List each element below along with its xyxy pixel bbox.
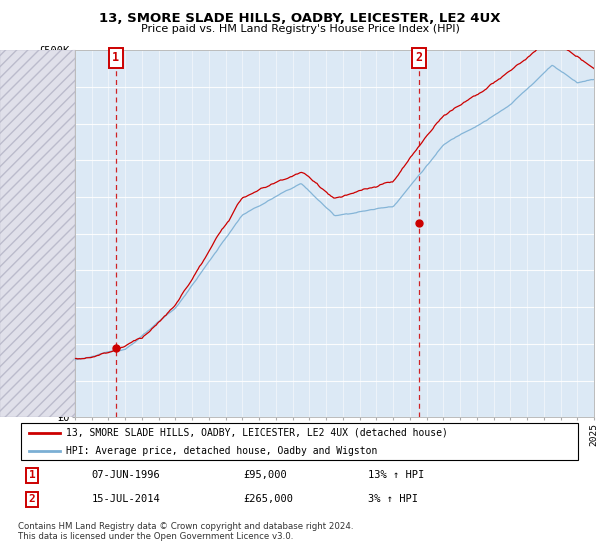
Text: 13% ↑ HPI: 13% ↑ HPI <box>368 470 424 480</box>
Text: 15-JUL-2014: 15-JUL-2014 <box>91 494 160 505</box>
Text: 13, SMORE SLADE HILLS, OADBY, LEICESTER, LE2 4UX (detached house): 13, SMORE SLADE HILLS, OADBY, LEICESTER,… <box>66 428 448 437</box>
Text: Price paid vs. HM Land Registry's House Price Index (HPI): Price paid vs. HM Land Registry's House … <box>140 24 460 34</box>
Text: 2: 2 <box>29 494 35 505</box>
Text: £265,000: £265,000 <box>244 494 293 505</box>
Text: £95,000: £95,000 <box>244 470 287 480</box>
Text: 13, SMORE SLADE HILLS, OADBY, LEICESTER, LE2 4UX: 13, SMORE SLADE HILLS, OADBY, LEICESTER,… <box>99 12 501 25</box>
Text: 1: 1 <box>29 470 35 480</box>
Text: 3% ↑ HPI: 3% ↑ HPI <box>368 494 418 505</box>
Text: 07-JUN-1996: 07-JUN-1996 <box>91 470 160 480</box>
Text: 1: 1 <box>112 51 119 64</box>
Text: Contains HM Land Registry data © Crown copyright and database right 2024.
This d: Contains HM Land Registry data © Crown c… <box>18 522 353 542</box>
Text: HPI: Average price, detached house, Oadby and Wigston: HPI: Average price, detached house, Oadb… <box>66 446 377 456</box>
Text: 2: 2 <box>415 51 422 64</box>
FancyBboxPatch shape <box>21 423 578 460</box>
